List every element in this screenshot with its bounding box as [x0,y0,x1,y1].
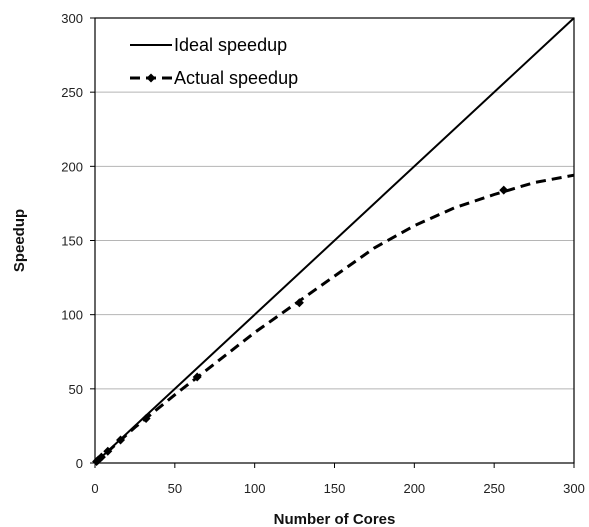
series-layer [92,18,574,466]
legend-item: Ideal speedup [130,35,287,55]
legend-marker [147,74,156,83]
x-tick-label: 50 [168,481,182,496]
x-tick-label: 250 [483,481,505,496]
legend-item: Actual speedup [130,68,298,88]
y-axis-title: Speedup [11,209,28,272]
y-axis-ticks: 0 50 100 150 200 250 300 [61,11,95,471]
legend: Ideal speedup Actual speedup [130,35,298,88]
x-axis-title: Number of Cores [274,511,396,527]
legend-label: Actual speedup [174,68,298,88]
y-tick-label: 300 [61,11,83,26]
x-tick-label: 150 [324,481,346,496]
x-tick-label: 100 [244,481,266,496]
y-tick-label: 0 [76,456,83,471]
series-actual-speedup [92,175,574,466]
y-tick-label: 100 [61,308,83,323]
y-tick-label: 150 [61,234,83,249]
y-tick-label: 250 [61,85,83,100]
y-tick-label: 50 [69,382,83,397]
data-point-marker [499,186,508,195]
legend-label: Ideal speedup [174,35,287,55]
y-tick-label: 200 [61,159,83,174]
x-axis-ticks: 0 50 100 150 200 250 300 [91,463,584,496]
x-tick-label: 0 [91,481,98,496]
series-line [95,175,574,463]
x-tick-label: 200 [403,481,425,496]
x-tick-label: 300 [563,481,585,496]
